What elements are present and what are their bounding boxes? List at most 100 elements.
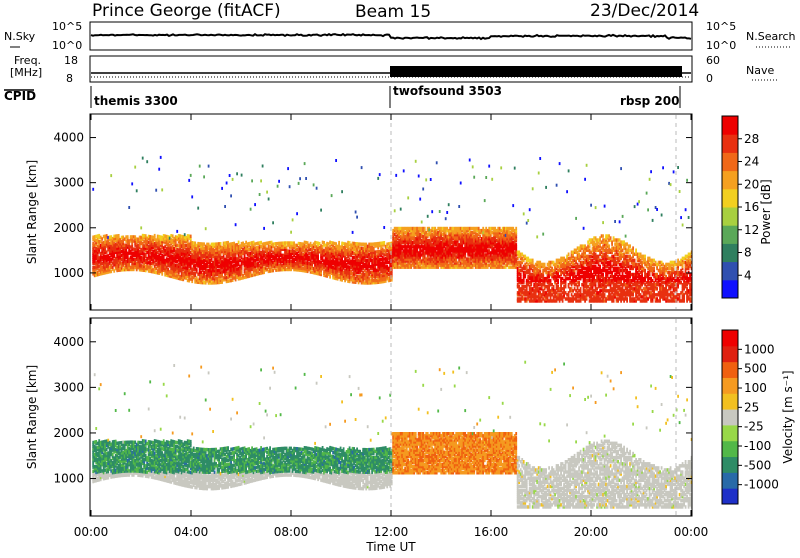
range-gate-cell: [263, 227, 265, 230]
range-gate-cell: [203, 259, 205, 263]
range-gate-cell: [208, 165, 210, 168]
range-gate-cell: [394, 209, 396, 212]
range-gate-cell: [532, 187, 534, 190]
range-gate-cell: [430, 178, 432, 181]
range-gate-cell: [469, 159, 471, 162]
cpid-segment-twofsound: twofsound 3503: [393, 84, 502, 98]
range-gate-cell: [448, 203, 450, 206]
range-gate-cell: [515, 227, 517, 231]
range-gate-cell: [335, 159, 337, 162]
range-gate-cell: [226, 182, 228, 185]
range-gate-cell: [260, 179, 262, 182]
nave-tick-top: 60: [706, 54, 720, 67]
range-gate-cell: [241, 174, 243, 177]
range-gate-cell: [92, 188, 94, 191]
range-gate-cell: [191, 195, 193, 198]
range-gate-cell: [446, 211, 448, 214]
freq-tick-top: 18: [64, 54, 78, 67]
nsky-label: N.Sky: [4, 30, 36, 43]
freq-tick-bottom: 8: [66, 72, 73, 85]
range-gate-cell: [220, 242, 222, 246]
range-gate-cell: [341, 190, 343, 193]
nave-tick-bottom: 0: [706, 72, 713, 85]
range-gate-cell: [361, 243, 363, 247]
range-gate-cell: [190, 174, 192, 177]
range-gate-cell: [250, 208, 252, 211]
range-gate-cell: [352, 231, 354, 234]
range-gate-cell: [431, 210, 433, 213]
range-gate-cell: [377, 177, 379, 180]
range-gate-cell: [379, 173, 381, 176]
range-gate-cell: [520, 273, 522, 277]
nsearch-tick-bottom: 10^0: [706, 39, 736, 52]
range-gate-cell: [290, 231, 292, 234]
range-gate-cell: [523, 212, 525, 215]
range-gate-cell: [272, 221, 274, 224]
range-gate-cell: [199, 165, 201, 168]
range-gate-cell: [512, 204, 514, 207]
beam-title: Beam 15: [355, 2, 431, 22]
range-gate-cell: [361, 247, 363, 251]
range-gate-cell: [236, 172, 238, 175]
range-gate-cell: [203, 281, 205, 285]
range-gate-cell: [205, 227, 207, 230]
range-gate-cell: [299, 177, 301, 180]
range-gate-cell: [154, 234, 156, 238]
range-gate-cell: [140, 226, 142, 229]
range-gate-cell: [472, 165, 474, 168]
range-gate-cell: [419, 198, 421, 201]
range-gate-cell: [259, 193, 261, 196]
range-gate-cell: [176, 230, 178, 233]
range-gate-cell: [439, 210, 441, 213]
range-gate-cell: [190, 235, 192, 239]
range-gate-cell: [407, 196, 409, 199]
cpid-label: CPID: [4, 89, 36, 103]
range-gate-cell: [361, 273, 363, 277]
range-gate-cell: [235, 223, 237, 226]
range-gate-cell: [254, 203, 256, 206]
range-gate-cell: [418, 175, 420, 178]
range-gate-cell: [292, 218, 294, 221]
range-gate-cell: [160, 156, 162, 159]
range-gate-cell: [421, 221, 423, 224]
range-gate-cell: [361, 265, 363, 269]
range-gate-cell: [424, 227, 426, 231]
range-gate-cell: [383, 241, 385, 245]
range-gate-cell: [277, 185, 279, 188]
range-gate-cell: [445, 217, 447, 220]
station-title: Prince George (fitACF): [92, 1, 281, 21]
nsky-tick-top: 10^5: [52, 20, 82, 33]
range-gate-cell: [514, 167, 516, 170]
range-gate-cell: [538, 172, 540, 175]
range-gate-cell: [131, 182, 133, 185]
range-gate-cell: [136, 189, 138, 192]
range-gate-cell: [529, 208, 531, 211]
range-gate-cell: [313, 183, 315, 186]
range-gate-cell: [184, 233, 186, 236]
nsky-tick-bottom: 10^0: [52, 39, 82, 52]
range-gate-cell: [304, 162, 306, 165]
freq-unit-label: [MHz]: [10, 66, 42, 79]
range-gate-cell: [142, 157, 144, 160]
nsearch-label: N.Search: [746, 30, 796, 43]
range-gate-cell: [229, 174, 231, 177]
range-gate-cell: [400, 208, 402, 211]
range-gate-cell: [305, 177, 307, 180]
range-gate-cell: [298, 182, 300, 185]
range-gate-cell: [158, 168, 160, 171]
range-gate-cell: [251, 179, 253, 182]
range-gate-cell: [460, 182, 462, 185]
nsearch-tick-top: 10^5: [706, 20, 736, 33]
range-gate-cell: [128, 206, 130, 209]
range-gate-cell: [473, 176, 475, 179]
range-gate-cell: [110, 174, 112, 177]
range-gate-cell: [425, 178, 427, 181]
nsky-trace: [91, 34, 691, 39]
range-gate-cell: [196, 268, 198, 272]
range-gate-cell: [532, 259, 534, 263]
range-gate-cell: [488, 165, 490, 168]
nave-label: Nave: [746, 64, 774, 77]
range-gate-cell: [422, 188, 424, 191]
power-heatmap: [92, 115, 692, 309]
